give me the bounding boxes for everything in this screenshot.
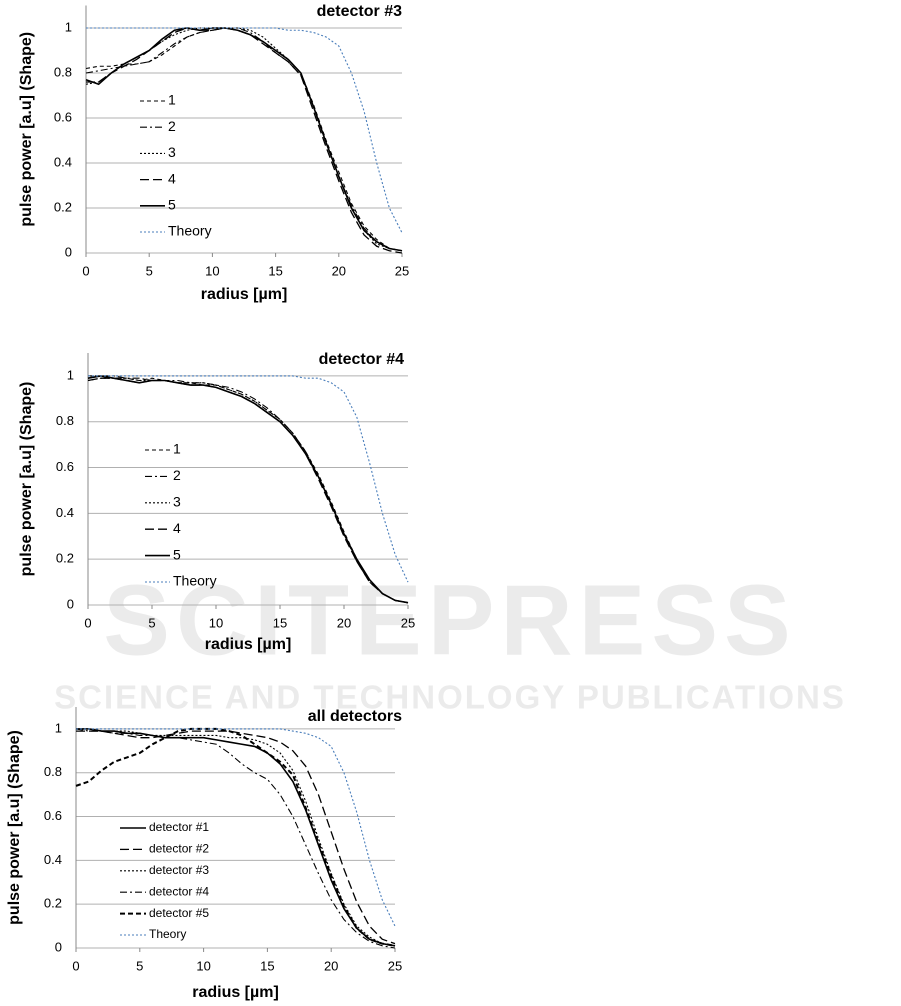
series-line <box>75 728 396 949</box>
y-axis-title: pulse power [a.u] (Shape) <box>6 730 23 925</box>
y-tick-label: 0.8 <box>54 64 72 79</box>
x-axis-title: radius [µm] <box>205 636 292 653</box>
x-tick-label: 25 <box>395 263 409 278</box>
series-line <box>76 728 396 947</box>
x-tick-label: 25 <box>388 958 402 973</box>
x-tick-label: 10 <box>196 958 210 973</box>
y-tick-label: 0.6 <box>54 109 72 124</box>
x-tick-label: 5 <box>146 263 153 278</box>
legend-label: 4 <box>168 170 176 186</box>
chart-title: detector #3 <box>317 3 402 20</box>
y-tick-label: 0.8 <box>44 764 62 779</box>
x-tick-label: 15 <box>268 263 282 278</box>
y-tick-label: 0.2 <box>56 551 74 566</box>
y-tick-label: 0.2 <box>44 896 62 911</box>
y-tick-label: 0.4 <box>44 852 62 867</box>
x-tick-label: 15 <box>273 615 287 630</box>
x-tick-label: 20 <box>337 615 351 630</box>
y-tick-label: 0 <box>65 244 72 259</box>
y-tick-label: 1 <box>65 19 72 34</box>
watermark-logo: SCITEPRESS <box>103 564 797 676</box>
series-line <box>88 375 409 583</box>
legend-label: Theory <box>149 927 186 941</box>
x-tick-label: 15 <box>260 958 274 973</box>
x-tick-label: 10 <box>209 615 223 630</box>
y-tick-label: 0 <box>55 939 62 954</box>
y-tick-label: 1 <box>55 720 62 735</box>
chart-title: all detectors <box>308 708 402 725</box>
chart-title: detector #4 <box>319 351 404 368</box>
x-tick-label: 5 <box>148 615 155 630</box>
watermark-tagline: SCIENCE AND TECHNOLOGY PUBLICATIONS <box>54 679 846 716</box>
series-line <box>86 27 403 254</box>
y-tick-label: 0.6 <box>44 808 62 823</box>
legend-label: 5 <box>168 197 176 213</box>
x-tick-label: 25 <box>401 615 415 630</box>
legend-label: 1 <box>168 92 176 108</box>
x-axis-title: radius [µm] <box>201 286 288 303</box>
x-tick-label: 0 <box>84 615 91 630</box>
series-line <box>85 27 403 252</box>
legend-label: detector #1 <box>149 820 209 834</box>
series-line <box>85 27 403 252</box>
legend-label: detector #5 <box>149 906 209 920</box>
x-tick-label: 0 <box>82 263 89 278</box>
legend-label: 1 <box>173 441 181 457</box>
y-axis-title: pulse power [a.u] (Shape) <box>18 32 35 227</box>
x-tick-label: 10 <box>205 263 219 278</box>
y-tick-label: 0 <box>67 596 74 611</box>
legend-label: detector #4 <box>149 884 209 898</box>
x-tick-label: 20 <box>324 958 338 973</box>
legend-label: 3 <box>168 144 176 160</box>
legend-label: 4 <box>173 520 181 536</box>
x-tick-label: 0 <box>72 958 79 973</box>
legend-label: detector #3 <box>149 863 209 877</box>
legend-label: 2 <box>173 467 181 483</box>
legend-label: 3 <box>173 494 181 510</box>
series-line <box>76 728 396 927</box>
legend-label: Theory <box>173 573 217 589</box>
y-tick-label: 0.6 <box>56 459 74 474</box>
y-axis-title: pulse power [a.u] (Shape) <box>18 382 35 577</box>
y-tick-label: 0.4 <box>56 505 74 520</box>
series-line <box>86 27 403 234</box>
series-line <box>87 375 409 604</box>
y-tick-label: 0.2 <box>54 199 72 214</box>
y-tick-label: 0.8 <box>56 413 74 428</box>
x-tick-label: 5 <box>136 958 143 973</box>
x-axis-title: radius [µm] <box>192 984 279 1001</box>
legend-label: detector #2 <box>149 842 209 856</box>
legend-label: 2 <box>168 118 176 134</box>
x-tick-label: 20 <box>332 263 346 278</box>
legend-label: Theory <box>168 223 212 239</box>
legend-label: 5 <box>173 546 181 562</box>
y-tick-label: 1 <box>67 367 74 382</box>
y-tick-label: 0.4 <box>54 154 72 169</box>
series-line <box>76 730 396 945</box>
